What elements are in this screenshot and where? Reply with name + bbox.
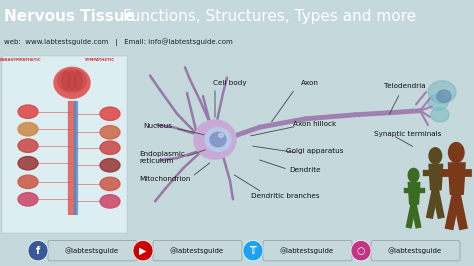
Text: @labtestsguide: @labtestsguide [65, 247, 119, 254]
Ellipse shape [428, 94, 448, 111]
Text: ○: ○ [357, 246, 365, 256]
Text: Functions, Structures, Types and more: Functions, Structures, Types and more [118, 9, 416, 24]
Ellipse shape [62, 72, 70, 90]
Text: Mitochondrion: Mitochondrion [139, 176, 191, 182]
Circle shape [351, 240, 371, 261]
Ellipse shape [100, 107, 120, 120]
Text: PARASYMPATHETIC: PARASYMPATHETIC [0, 58, 41, 62]
Text: Nucleus: Nucleus [144, 123, 173, 129]
Text: @labtestsguide: @labtestsguide [388, 247, 442, 254]
Text: ▶: ▶ [139, 246, 147, 256]
FancyBboxPatch shape [263, 240, 352, 261]
Ellipse shape [18, 193, 38, 206]
Text: Dendritic branches: Dendritic branches [251, 193, 319, 199]
Ellipse shape [100, 141, 120, 155]
Ellipse shape [431, 107, 449, 122]
Ellipse shape [54, 67, 90, 98]
Circle shape [133, 240, 153, 261]
Ellipse shape [437, 90, 451, 102]
Ellipse shape [210, 132, 226, 147]
Ellipse shape [100, 159, 120, 172]
Ellipse shape [68, 72, 76, 90]
Text: Endoplasmic
reticulum: Endoplasmic reticulum [139, 151, 185, 164]
Circle shape [448, 143, 464, 163]
FancyBboxPatch shape [153, 240, 242, 261]
Text: @labtestsguide: @labtestsguide [170, 247, 224, 254]
Text: Golgi apparatus: Golgi apparatus [286, 148, 344, 154]
Ellipse shape [58, 69, 86, 92]
Ellipse shape [100, 126, 120, 139]
Text: @labtestsguide: @labtestsguide [280, 247, 334, 254]
Ellipse shape [18, 105, 38, 118]
Text: f: f [36, 246, 40, 256]
Ellipse shape [74, 72, 82, 90]
FancyBboxPatch shape [371, 240, 460, 261]
Text: Axon hillock: Axon hillock [293, 121, 337, 127]
Ellipse shape [428, 81, 456, 103]
Text: Telodendria: Telodendria [384, 83, 426, 89]
Text: Nervous Tissue: Nervous Tissue [4, 9, 135, 24]
Text: Synaptic terminals: Synaptic terminals [374, 131, 442, 137]
Text: Axon: Axon [301, 80, 319, 86]
Ellipse shape [18, 123, 38, 136]
Ellipse shape [100, 195, 120, 208]
FancyBboxPatch shape [48, 240, 137, 261]
Circle shape [429, 148, 442, 164]
Ellipse shape [18, 139, 38, 152]
Ellipse shape [205, 128, 231, 151]
Circle shape [28, 240, 48, 261]
Ellipse shape [219, 133, 224, 138]
Text: Cell body: Cell body [213, 80, 247, 86]
Ellipse shape [100, 177, 120, 190]
Text: SYMPATHETIC: SYMPATHETIC [85, 58, 115, 62]
FancyBboxPatch shape [2, 56, 127, 233]
Ellipse shape [194, 120, 236, 159]
Text: Dendrite: Dendrite [289, 168, 321, 173]
Text: 𝕋: 𝕋 [250, 246, 256, 256]
Ellipse shape [18, 175, 38, 189]
Circle shape [243, 240, 263, 261]
Circle shape [408, 168, 419, 182]
Ellipse shape [18, 156, 38, 170]
Text: web:  www.labtestsguide.com   |   Email: info@labtestsguide.com: web: www.labtestsguide.com | Email: info… [4, 38, 233, 46]
